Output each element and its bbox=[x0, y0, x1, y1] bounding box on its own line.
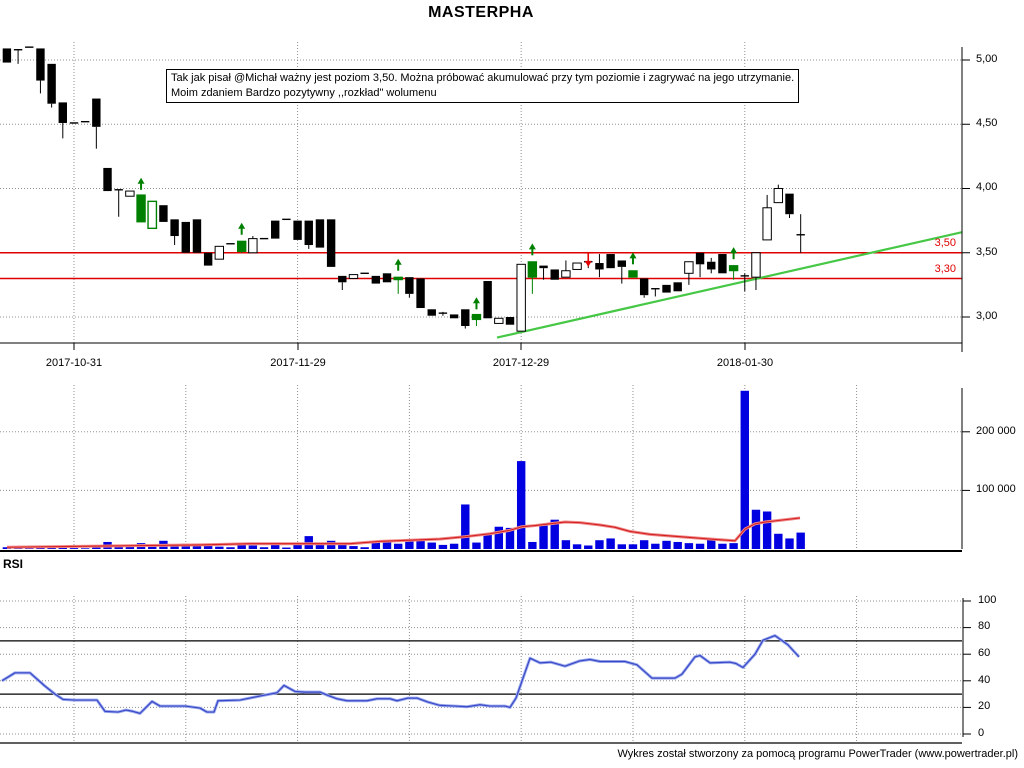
rsi-axis-label: 80 bbox=[978, 620, 991, 632]
rsi-axis-label: 0 bbox=[978, 727, 985, 739]
footer-credit: Wykres został stworzony za pomocą progra… bbox=[617, 748, 1018, 760]
price-axis-label: 4,50 bbox=[976, 117, 998, 129]
annotation-box: Tak jak pisał @Michał ważny jest poziom … bbox=[166, 69, 800, 103]
annotation-line-1: Tak jak pisał @Michał ważny jest poziom … bbox=[171, 72, 795, 84]
date-label: 2018-01-30 bbox=[716, 357, 774, 369]
date-label: 2017-12-29 bbox=[492, 357, 550, 369]
price-axis-label: 3,00 bbox=[976, 310, 998, 322]
level-label-350: 3,50 bbox=[934, 237, 956, 249]
level-label-330: 3,30 bbox=[934, 263, 956, 275]
price-axis-label: 5,00 bbox=[976, 53, 998, 65]
rsi-axis-label: 40 bbox=[978, 674, 991, 686]
chart-title: MASTERPHA bbox=[428, 4, 534, 21]
annotation-line-2: Moim zdaniem Bardzo pozytywny ,,rozkład"… bbox=[171, 87, 437, 99]
date-label: 2017-10-31 bbox=[45, 357, 103, 369]
volume-axis-label: 200 000 bbox=[976, 425, 1016, 437]
price-axis-label: 4,00 bbox=[976, 181, 998, 193]
volume-axis-label: 100 000 bbox=[976, 483, 1016, 495]
price-axis-label: 3,50 bbox=[976, 246, 998, 258]
rsi-axis-label: 20 bbox=[978, 700, 991, 712]
rsi-axis-label: 100 bbox=[978, 594, 997, 606]
date-label: 2017-11-29 bbox=[270, 357, 326, 369]
rsi-panel-label: RSI bbox=[3, 557, 24, 571]
rsi-axis-label: 60 bbox=[978, 647, 991, 659]
